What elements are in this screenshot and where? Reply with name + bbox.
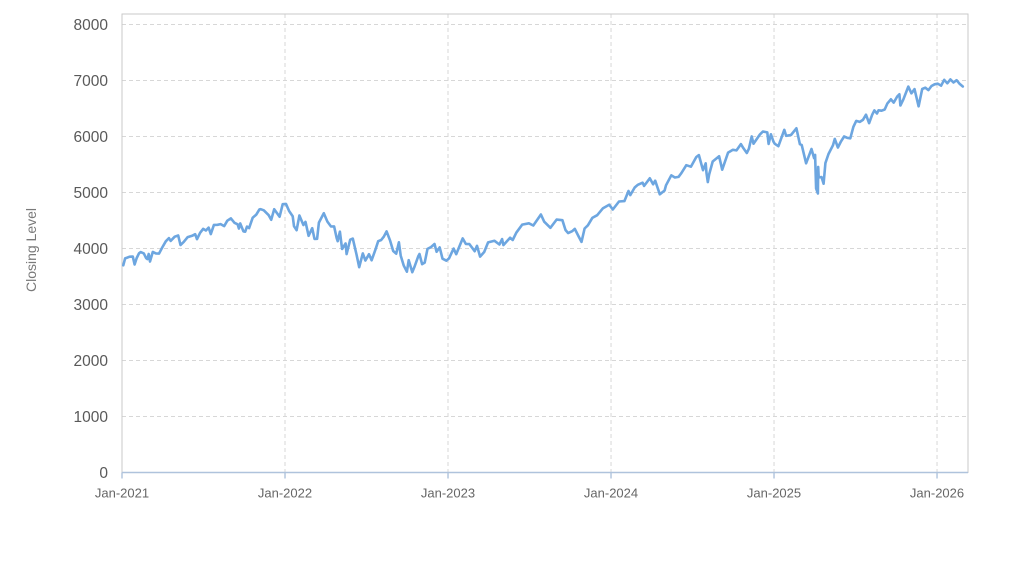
y-tick-label: 7000 [74, 73, 109, 90]
y-tick-label: 4000 [74, 241, 109, 258]
y-tick-label: 2000 [74, 353, 109, 370]
x-tick-label: Jan-2023 [421, 486, 475, 501]
series-layer [122, 78, 965, 274]
grid-layer [122, 14, 968, 473]
y-tick-label: 0 [99, 465, 108, 482]
y-tick-label: 5000 [74, 185, 109, 202]
plot-border [121, 13, 969, 473]
x-tick-label: Jan-2024 [584, 486, 638, 501]
x-tick-label: Jan-2026 [910, 486, 964, 501]
y-tick-label: 3000 [74, 297, 109, 314]
x-tick-label: Jan-2021 [95, 486, 149, 501]
y-tick-label: 1000 [74, 409, 109, 426]
y-tick-label: 6000 [74, 129, 109, 146]
y-tick-label: 8000 [74, 17, 109, 34]
y-axis-title: Closing Level [23, 208, 39, 292]
label-layer: 0 1000 2000 3000 4000 5000 6000 7000 8000 Jan-202… [74, 17, 965, 501]
frame-layer [121, 13, 969, 479]
x-tick-label: Jan-2025 [747, 486, 801, 501]
x-tick-label: Jan-2022 [258, 486, 312, 501]
series-line [122, 78, 965, 274]
